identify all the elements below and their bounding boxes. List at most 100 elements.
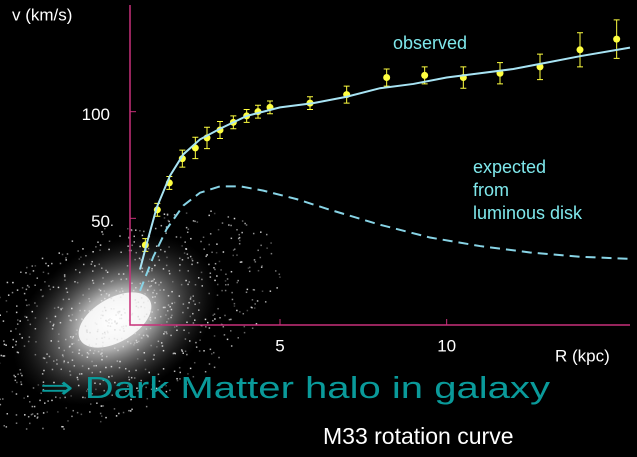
star (34, 284, 36, 286)
star (139, 319, 141, 321)
star (266, 234, 268, 236)
star (162, 345, 164, 347)
star (15, 380, 17, 382)
star (199, 302, 201, 304)
star (42, 258, 44, 260)
star (158, 256, 160, 258)
star (261, 265, 263, 267)
star (142, 271, 144, 273)
star (190, 256, 192, 257)
star (124, 312, 126, 314)
star (117, 311, 119, 313)
star (236, 229, 238, 231)
star (195, 342, 197, 344)
star (62, 308, 64, 310)
star (65, 257, 67, 259)
star (200, 241, 202, 243)
star (123, 328, 125, 330)
star (221, 290, 223, 292)
star (79, 349, 81, 351)
star (254, 289, 256, 291)
star (225, 280, 227, 282)
star (89, 301, 91, 303)
star (236, 310, 238, 312)
chart: v (km/s) R (kpc) ⇒ Dark Matter halo in g… (0, 0, 637, 457)
star (206, 254, 208, 256)
star (106, 293, 108, 295)
star (187, 257, 189, 259)
star (175, 353, 177, 355)
star (83, 264, 85, 266)
star (56, 363, 58, 365)
star (81, 414, 83, 416)
star (120, 279, 122, 281)
star (247, 310, 249, 312)
star (239, 243, 241, 245)
star (60, 263, 62, 265)
star (119, 311, 121, 313)
star (138, 302, 140, 304)
star (67, 420, 69, 422)
star (209, 327, 211, 329)
star (131, 409, 133, 411)
star (95, 322, 97, 324)
star (134, 241, 136, 243)
star (279, 274, 281, 276)
star (74, 365, 76, 367)
star (95, 365, 97, 367)
star (138, 307, 140, 309)
star (102, 355, 104, 357)
star (151, 270, 153, 272)
star (45, 263, 47, 265)
star (91, 261, 93, 263)
star (114, 408, 116, 410)
star (195, 284, 197, 286)
star (153, 359, 155, 361)
star (143, 231, 145, 233)
star (163, 350, 165, 352)
star (201, 279, 203, 281)
star (10, 330, 12, 332)
star (102, 342, 104, 344)
star (207, 322, 209, 324)
data-point (421, 72, 428, 79)
star (270, 290, 272, 292)
x-axis-label: R (kpc) (555, 346, 610, 365)
star (12, 391, 14, 393)
star (35, 265, 37, 267)
star (234, 248, 236, 250)
star (144, 360, 146, 362)
star (62, 354, 64, 356)
star (28, 341, 30, 343)
star (165, 314, 167, 316)
star (46, 362, 48, 364)
star (139, 230, 141, 232)
star (0, 399, 1, 401)
star (16, 414, 18, 416)
star (231, 345, 233, 347)
star (223, 326, 225, 328)
star (128, 410, 130, 412)
star (100, 421, 102, 423)
star (99, 289, 101, 291)
star (101, 231, 103, 233)
star (34, 406, 36, 408)
star (24, 345, 26, 347)
star (88, 288, 90, 290)
star (17, 374, 19, 376)
star (205, 326, 207, 328)
star (184, 252, 186, 254)
star (224, 315, 226, 317)
star (94, 350, 96, 352)
star (42, 428, 44, 430)
star (171, 291, 173, 293)
star (219, 261, 221, 263)
star (6, 300, 8, 302)
star (138, 341, 140, 343)
star (70, 320, 72, 322)
star (92, 280, 94, 282)
star (100, 413, 102, 415)
star (237, 337, 239, 339)
star (209, 363, 211, 365)
star (20, 271, 22, 273)
